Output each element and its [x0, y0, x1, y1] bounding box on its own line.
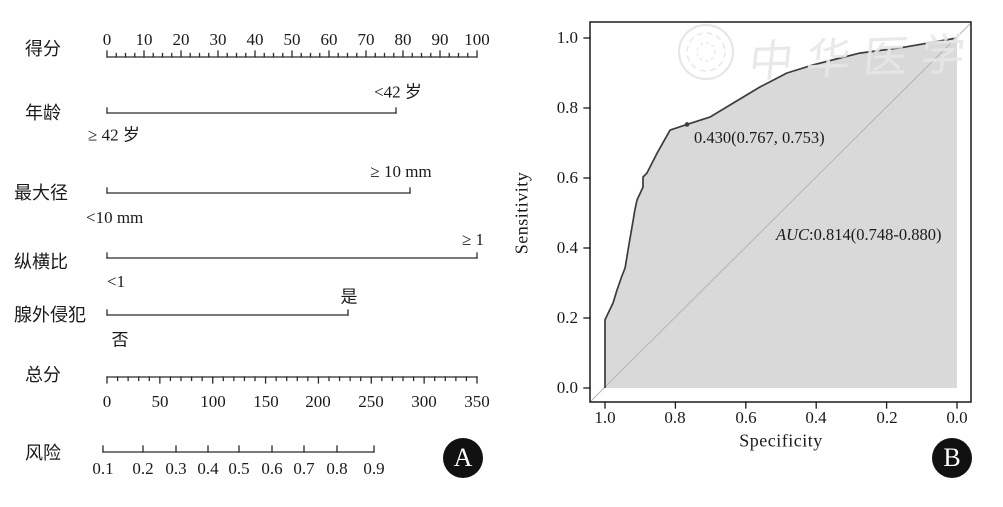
y-axis-label: Sensitivity	[511, 171, 532, 255]
risk-tick: 0.4	[197, 459, 219, 478]
score-tick: 50	[283, 30, 301, 49]
roc-y-tick: 0.2	[556, 308, 578, 327]
roc-y-tick: 0.8	[556, 98, 578, 117]
row-label-invasion: 腺外侵犯	[14, 305, 86, 325]
risk-tick: 0.3	[165, 459, 187, 478]
roc-x-tick: 0.2	[876, 408, 898, 427]
diameter-level-low: <10 mm	[86, 208, 144, 227]
row-label-age: 年龄	[25, 103, 61, 123]
risk-tick: 0.8	[326, 459, 348, 478]
diameter-level-high: ≥ 10 mm	[370, 162, 432, 181]
auc-annotation-value: :0.814(0.748-0.880)	[809, 225, 942, 244]
total-tick: 0	[102, 392, 112, 411]
invasion-level-yes: 是	[340, 287, 358, 307]
roc-x-tick: 0.4	[805, 408, 827, 427]
auc-annotation: AUC:0.814(0.748-0.880)	[776, 225, 941, 245]
age-level-high: <42 岁	[374, 82, 422, 102]
total-tick: 350	[464, 392, 490, 411]
score-tick: 90	[431, 30, 449, 49]
risk-tick: 0.1	[92, 459, 114, 478]
score-tick: 40	[246, 30, 264, 49]
risk-tick: 0.9	[363, 459, 385, 478]
roc-x-tick: 0.6	[735, 408, 757, 427]
roc-x-tick: 1.0	[594, 408, 616, 427]
age-level-low: ≥ 42 岁	[88, 125, 140, 145]
roc-y-tick: 0.0	[556, 378, 578, 397]
risk-tick: 0.6	[261, 459, 283, 478]
roc-y-tick: 1.0	[556, 28, 578, 47]
score-tick: 10	[135, 30, 153, 49]
score-tick: 20	[172, 30, 190, 49]
auc-annotation-italic: AUC	[776, 225, 809, 244]
total-tick: 100	[200, 392, 226, 411]
row-label-ratio: 纵横比	[14, 252, 68, 272]
risk-tick: 0.7	[293, 459, 315, 478]
row-label-risk: 风险	[25, 443, 61, 463]
ratio-level-low: <1	[107, 272, 126, 291]
score-tick: 0	[102, 30, 112, 49]
ratio-level-high: ≥ 1	[461, 230, 485, 249]
row-label-total: 总分	[25, 365, 61, 385]
total-tick: 250	[358, 392, 384, 411]
roc-x-tick: 0.0	[946, 408, 968, 427]
risk-tick: 0.2	[132, 459, 154, 478]
roc-y-tick: 0.4	[556, 238, 578, 257]
panel-b-badge: B	[932, 438, 972, 478]
cutoff-annotation: 0.430(0.767, 0.753)	[694, 128, 825, 147]
total-tick: 200	[305, 392, 331, 411]
x-axis-label: Specificity	[739, 430, 823, 451]
roc-x-tick: 0.8	[664, 408, 686, 427]
total-tick: 50	[151, 392, 169, 411]
roc-y-tick: 0.6	[556, 168, 578, 187]
score-tick: 70	[357, 30, 375, 49]
total-tick: 150	[253, 392, 279, 411]
score-tick: 80	[394, 30, 412, 49]
total-tick: 300	[411, 392, 437, 411]
score-tick: 60	[320, 30, 338, 49]
score-tick: 30	[209, 30, 227, 49]
score-tick: 100	[464, 30, 490, 49]
panel-a-badge: A	[443, 438, 483, 478]
row-label-diameter: 最大径	[14, 183, 68, 203]
journal-watermark: 中华医学	[746, 30, 981, 87]
risk-tick: 0.5	[228, 459, 250, 478]
row-label-score: 得分	[25, 39, 61, 59]
invasion-level-no: 否	[111, 330, 129, 350]
